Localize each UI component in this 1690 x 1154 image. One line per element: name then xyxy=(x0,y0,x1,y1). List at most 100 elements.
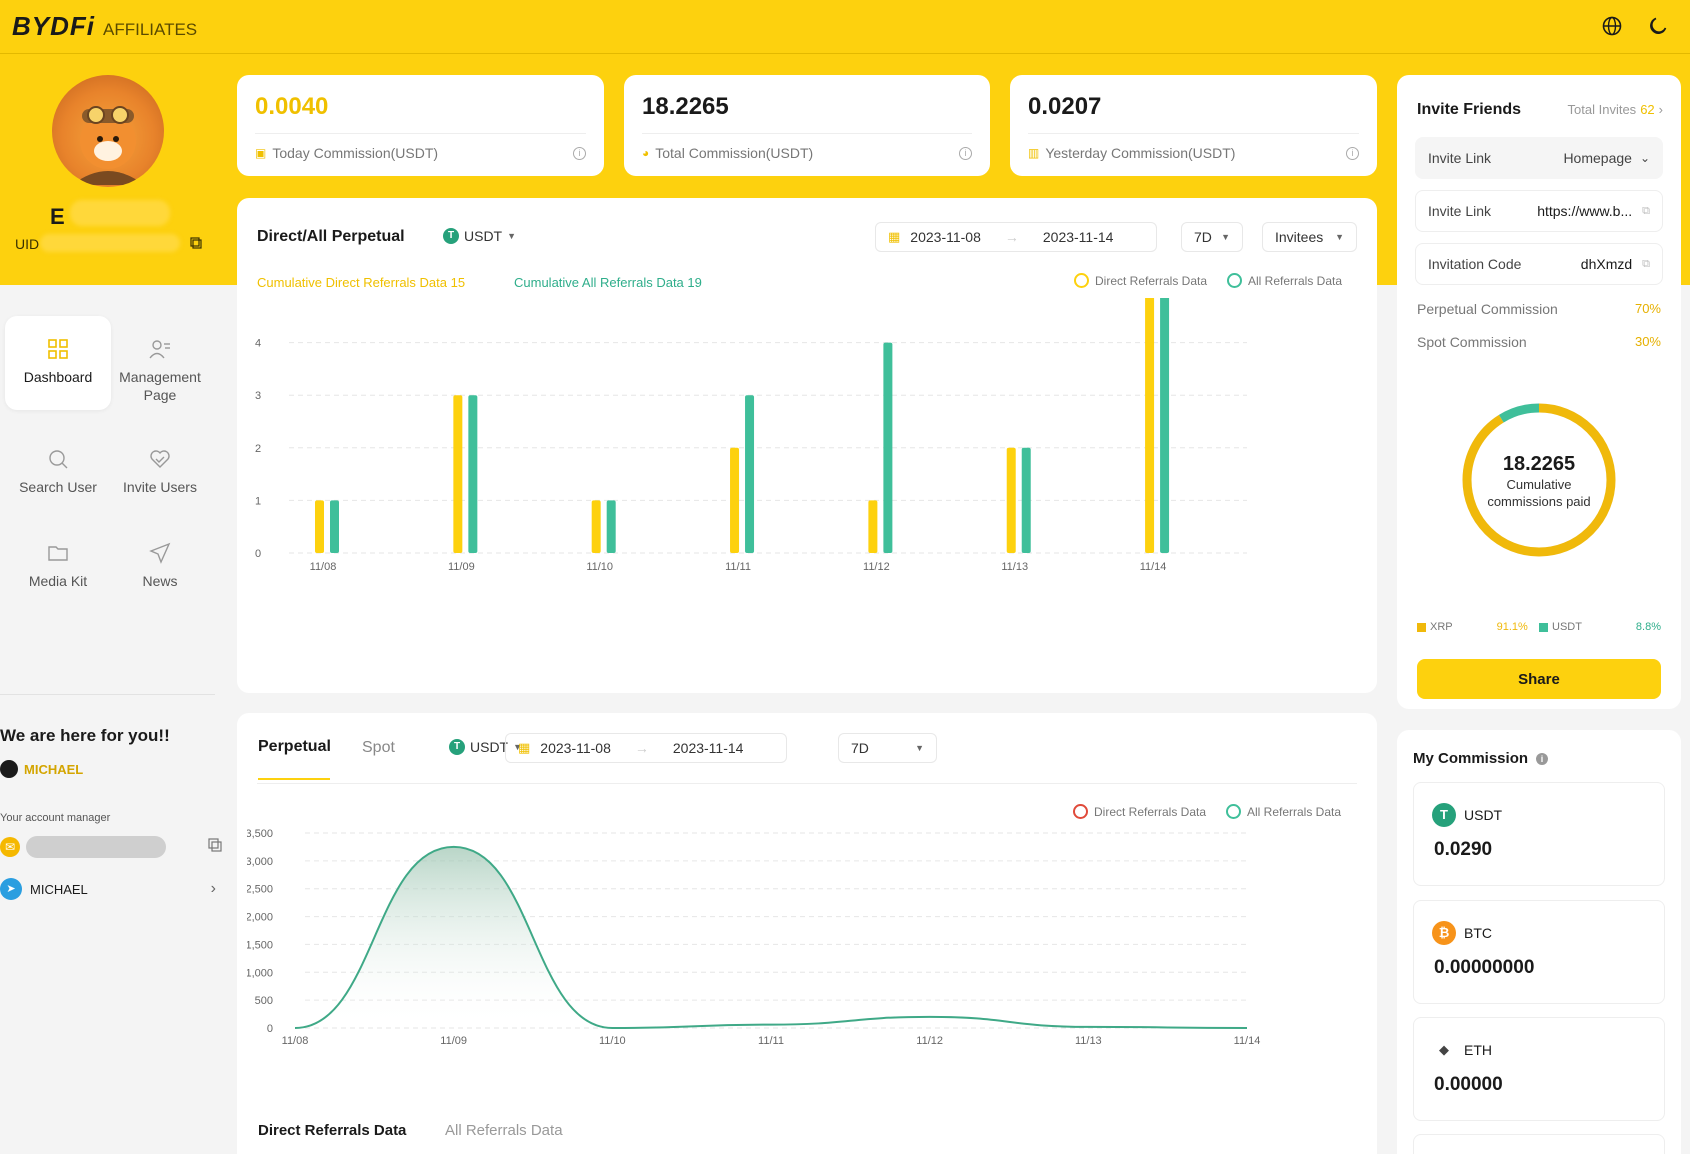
chevron-right-icon: › xyxy=(210,880,216,897)
info-icon[interactable]: i xyxy=(959,147,972,160)
y-tick-label: 1,000 xyxy=(247,967,273,979)
legend-direct[interactable]: Direct Referrals Data xyxy=(1074,273,1207,288)
period-select[interactable]: 7D ▼ xyxy=(838,733,937,763)
copy-icon[interactable]: ⧉ xyxy=(1642,257,1650,270)
nav-media-kit[interactable]: Media Kit xyxy=(5,520,111,614)
referrals-bar-chart: 01234511/0811/0911/1011/1111/1211/1311/1… xyxy=(255,298,1247,573)
copy-icon[interactable] xyxy=(208,837,222,857)
chevron-down-icon: ⌄ xyxy=(1639,151,1650,165)
x-tick-label: 11/14 xyxy=(1234,1035,1261,1047)
date-range[interactable]: ▦ 2023-11-08 → 2023-11-14 xyxy=(505,733,787,763)
nav-news[interactable]: News xyxy=(107,520,213,614)
info-icon[interactable]: i xyxy=(1536,752,1549,765)
divider xyxy=(0,694,215,695)
nav-label: Search User xyxy=(19,479,97,495)
caret-down-icon: ▼ xyxy=(513,742,523,752)
stat-card-yesterday: 0.0207 ▥ Yesterday Commission(USDT) i xyxy=(1010,75,1377,176)
x-tick-label: 11/10 xyxy=(586,561,613,573)
legend-all[interactable]: All Referrals Data xyxy=(1226,804,1341,819)
info-icon[interactable]: i xyxy=(573,147,586,160)
coin-select[interactable]: T USDT ▼ xyxy=(449,739,522,755)
legend-direct[interactable]: Direct Referrals Data xyxy=(1073,804,1206,819)
x-tick-label: 11/11 xyxy=(758,1035,784,1047)
globe-icon[interactable] xyxy=(1600,14,1624,38)
bar xyxy=(453,395,463,553)
moon-icon[interactable] xyxy=(1646,14,1670,38)
btc-icon: ₿ xyxy=(1432,921,1456,945)
x-tick-label: 11/13 xyxy=(1075,1035,1102,1047)
invitation-code[interactable]: dhXmzd xyxy=(1580,256,1633,272)
uid-label: UID xyxy=(15,236,40,252)
media-kit-icon xyxy=(48,546,68,561)
x-tick-label: 11/11 xyxy=(725,561,751,573)
dashboard-icon xyxy=(48,339,68,359)
left-panel: E UID Dashboard Management Page Search U… xyxy=(0,54,230,1154)
legend-ring xyxy=(1073,804,1088,819)
x-tick-label: 11/09 xyxy=(440,1035,467,1047)
bar xyxy=(468,395,478,553)
area-fill xyxy=(295,846,1247,1028)
info-icon[interactable]: i xyxy=(1346,147,1359,160)
nav-invite-users[interactable]: Invite Users xyxy=(107,426,213,520)
logo[interactable]: BYDFi AFFILIATES xyxy=(12,11,197,42)
nav-label: Media Kit xyxy=(28,573,88,589)
referrals-card: Direct/All Perpetual T USDT ▼ ▦ 2023-11-… xyxy=(237,198,1377,693)
bar xyxy=(1160,298,1170,553)
caret-down-icon: ▼ xyxy=(1221,232,1230,242)
total-invites[interactable]: Total Invites 62 › xyxy=(1567,102,1663,117)
nav-label: News xyxy=(142,573,178,589)
nav-label: Invite Users xyxy=(123,479,197,495)
stat-card-total: 18.2265 ◕ Total Commission(USDT) i xyxy=(624,75,990,176)
bar xyxy=(1006,447,1016,553)
stat-value: 0.0207 xyxy=(1028,93,1102,120)
legend-all[interactable]: All Referrals Data xyxy=(1227,273,1342,288)
x-tick-label: 11/12 xyxy=(863,561,890,573)
bar xyxy=(745,395,755,553)
x-tick-label: 11/12 xyxy=(916,1035,943,1047)
subtab-all[interactable]: All Referrals Data xyxy=(445,1122,563,1139)
bar-icon: ▥ xyxy=(1028,146,1040,160)
support-title: We are here for you!! xyxy=(0,726,170,745)
subtab-direct[interactable]: Direct Referrals Data xyxy=(258,1122,407,1139)
y-tick-label: 0 xyxy=(267,1023,273,1035)
donut-center: 18.2265 Cumulative commissions paid xyxy=(1487,453,1591,509)
tab-perpetual[interactable]: Perpetual xyxy=(258,738,331,755)
nav-management[interactable]: Management Page xyxy=(107,316,213,410)
nav-label: Management Page xyxy=(119,369,201,403)
scope-select[interactable]: Invitees ▼ xyxy=(1262,222,1357,252)
usdt-icon: T xyxy=(443,228,459,244)
copy-icon[interactable]: ⧉ xyxy=(1642,204,1650,217)
arrow-right-icon: → xyxy=(634,740,649,756)
y-tick-label: 500 xyxy=(255,995,273,1007)
telegram-icon: ➤ xyxy=(0,878,22,900)
usdt-icon: T xyxy=(449,739,465,755)
email-mask xyxy=(26,836,166,858)
pie-icon: ◕ xyxy=(642,146,650,160)
y-tick-label: 1 xyxy=(255,495,261,507)
copy-icon[interactable] xyxy=(190,236,204,250)
brand-name: BYDFi xyxy=(12,11,95,41)
share-button[interactable]: Share xyxy=(1417,659,1661,699)
eth-icon: ◆ xyxy=(1432,1038,1456,1062)
date-range[interactable]: ▦ 2023-11-08 → 2023-11-14 xyxy=(875,222,1157,252)
invite-link-value[interactable]: https://www.b... xyxy=(1537,203,1633,219)
telegram-contact[interactable]: ➤ MICHAEL › xyxy=(0,878,216,900)
invite-link-type[interactable]: Invite Link Homepage ⌄ xyxy=(1415,137,1663,179)
cumulative-all: Cumulative All Referrals Data 19 xyxy=(514,275,702,290)
stat-label: ▣ Today Commission(USDT) xyxy=(255,145,439,161)
bar xyxy=(315,500,324,553)
nav-search-user[interactable]: Search User xyxy=(5,426,111,520)
cumulative-direct: Cumulative Direct Referrals Data 15 xyxy=(257,275,466,290)
bar xyxy=(1145,298,1155,553)
chevron-right-icon: › xyxy=(1658,102,1663,117)
calendar-icon: ▣ xyxy=(255,146,267,160)
uid-mask xyxy=(40,234,180,252)
y-tick-label: 4 xyxy=(255,338,261,350)
legend-ring xyxy=(1227,273,1242,288)
brand-sub: AFFILIATES xyxy=(103,20,198,39)
tab-spot[interactable]: Spot xyxy=(362,739,395,756)
period-select[interactable]: 7D ▼ xyxy=(1181,222,1243,252)
bar xyxy=(606,500,616,553)
nav-dashboard[interactable]: Dashboard xyxy=(5,316,111,410)
coin-select[interactable]: T USDT ▼ xyxy=(443,228,516,244)
